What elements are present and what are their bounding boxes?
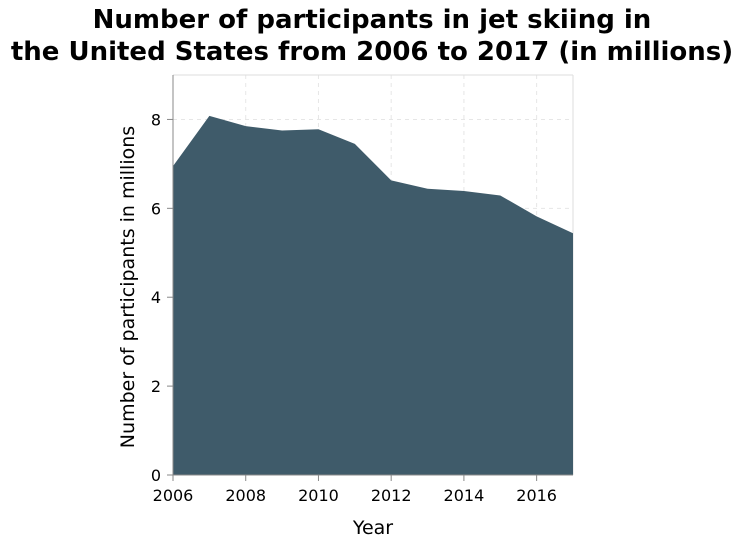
area-series [173,115,573,475]
y-tick-label: 2 [151,377,161,396]
x-tick-label: 2006 [153,486,194,505]
x-tick-label: 2010 [298,486,339,505]
chart-title-line-1: Number of participants in jet skiing in [92,5,652,35]
y-axis-ticks: 0 2 4 6 8 [151,110,173,485]
y-tick-label: 0 [151,466,161,485]
y-tick-label: 4 [151,288,161,307]
x-axis-ticks: 2006 2008 2010 2012 2014 2016 [153,475,557,505]
x-tick-label: 2012 [371,486,412,505]
chart-title-line-2: the United States from 2006 to 2017 (in … [10,37,734,67]
y-tick-label: 8 [151,110,161,129]
x-tick-label: 2008 [225,486,266,505]
y-tick-label: 6 [151,199,161,218]
x-tick-label: 2014 [444,486,485,505]
x-tick-label: 2016 [516,486,557,505]
chart-title: Number of participants in jet skiing in … [0,4,744,68]
y-axis-title: Number of participants in millions [117,126,139,448]
axes [172,75,573,476]
x-axis-title: Year [352,517,393,539]
